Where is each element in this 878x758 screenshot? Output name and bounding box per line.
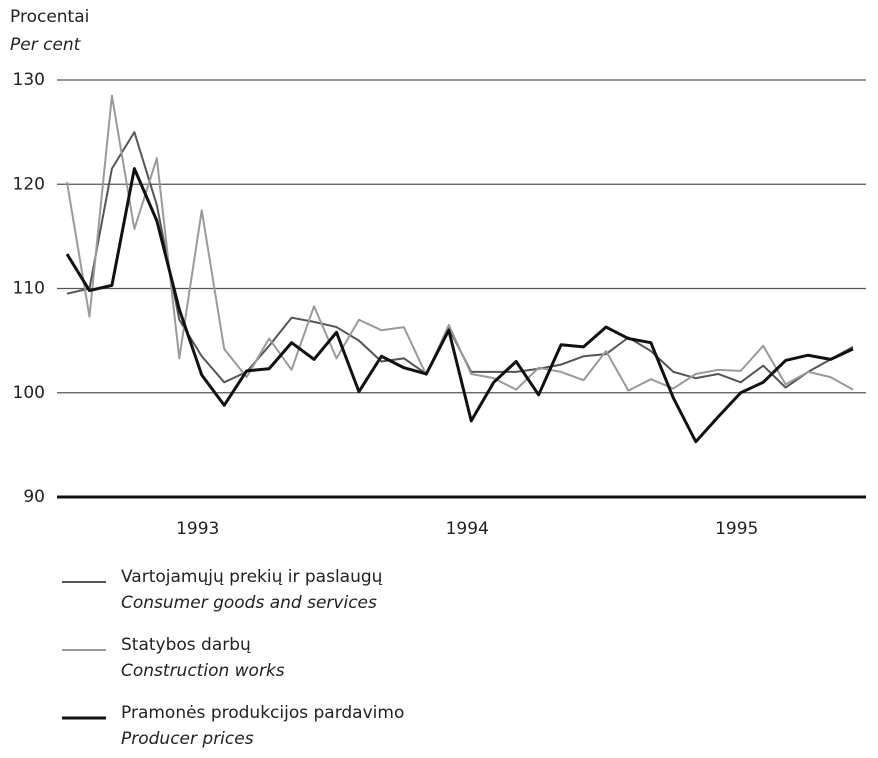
legend-label: Statybos darbų <box>121 635 251 655</box>
legend-label-en: Producer prices <box>121 729 254 749</box>
x-tick-label: 1993 <box>176 519 219 539</box>
legend-label-en: Construction works <box>121 661 285 681</box>
y-axis-label: Procentai <box>10 7 89 27</box>
y-tick-label: 130 <box>13 70 45 90</box>
y-axis-label-en: Per cent <box>10 35 82 55</box>
y-tick-label: 120 <box>13 174 45 194</box>
x-tick-label: 1994 <box>446 519 489 539</box>
x-tick-label: 1995 <box>715 519 758 539</box>
legend-label: Vartojamųjų prekių ir paslaugų <box>121 567 383 587</box>
series-line <box>65 167 854 444</box>
y-tick-label: 110 <box>13 279 45 299</box>
legend-label-en: Consumer goods and services <box>121 593 377 613</box>
legend-label: Pramonės produkcijos pardavimo <box>121 703 404 723</box>
y-tick-label: 90 <box>23 487 45 507</box>
series-line <box>66 94 854 392</box>
y-tick-label: 100 <box>13 383 45 403</box>
